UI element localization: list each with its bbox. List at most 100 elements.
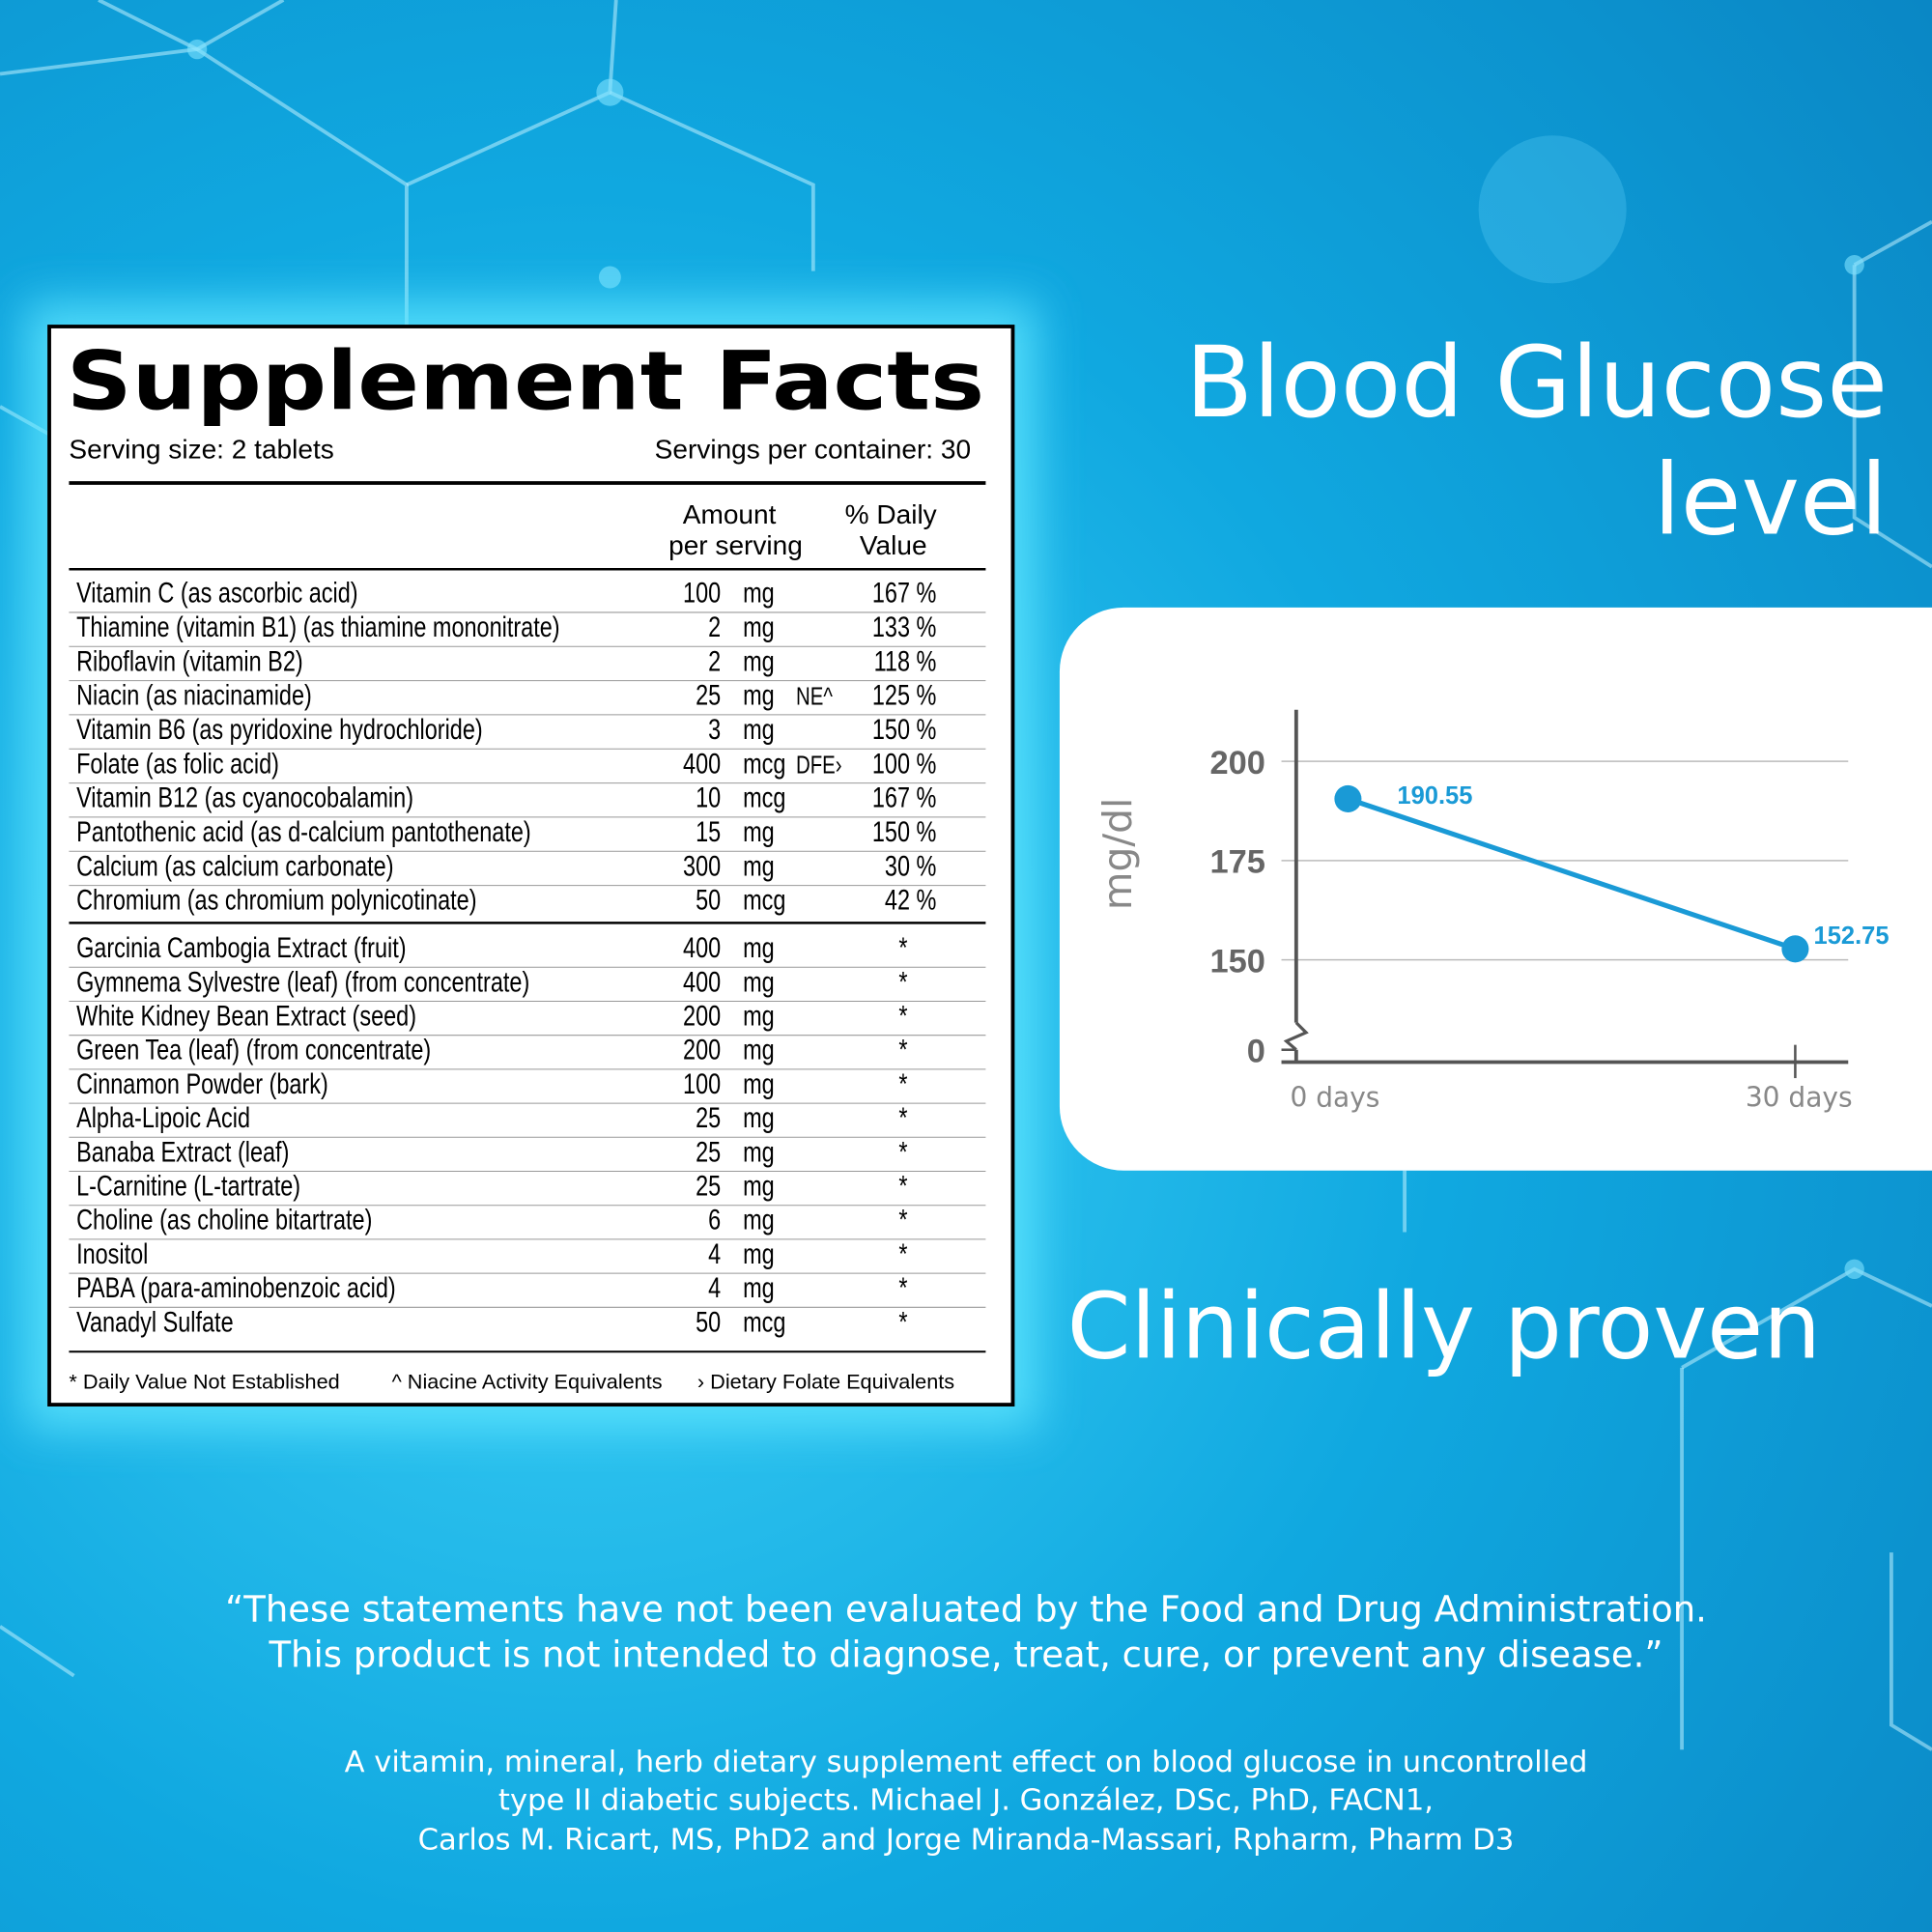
bokeh: [1478, 135, 1627, 284]
daily-value: 118 %: [874, 645, 937, 677]
unit: mg: [743, 932, 775, 964]
daily-value: 167 %: [872, 781, 937, 813]
rows-condensed: Vitamin C (as ascorbic acid) 100 mg 167 % Th…: [76, 577, 936, 1338]
daily-value: *: [898, 1170, 907, 1202]
ingredient-name: PABA (para-aminobenzoic acid): [76, 1272, 396, 1304]
headline: level: [1653, 442, 1888, 557]
amount-header: per serving: [668, 530, 803, 560]
amount: 50: [696, 1306, 721, 1338]
y-axis-label: mg/dl: [1094, 798, 1141, 911]
unit: mg: [743, 1170, 775, 1202]
amount: 4: [708, 1237, 721, 1269]
unit: mg: [743, 1136, 775, 1168]
amount: 25: [696, 1136, 721, 1168]
daily-value: *: [898, 1306, 907, 1338]
amount: 2: [708, 611, 721, 643]
daily-value: 42 %: [885, 884, 936, 916]
unit: mcg: [743, 748, 785, 780]
daily-value: *: [898, 1272, 907, 1304]
daily-value: 125 %: [872, 679, 937, 711]
ingredient-name: L-Carnitine (L-tartrate): [76, 1170, 300, 1202]
unit: mg: [743, 1204, 775, 1236]
amount: 100: [683, 577, 721, 609]
unit: mg: [743, 1000, 775, 1032]
unit: mg: [743, 645, 775, 677]
x-tick-label: 30 days: [1746, 1081, 1853, 1113]
ingredient-name: Vitamin B12 (as cyanocobalamin): [76, 781, 413, 813]
chart: 0 150 175 200 0 days 30 days mg/dl 190.55 152.75: [1094, 709, 1889, 1113]
unit: mg: [743, 816, 775, 848]
ingredient-name: Inositol: [76, 1237, 148, 1269]
daily-value: *: [898, 1102, 907, 1134]
unit-note: NE^: [796, 683, 833, 711]
amount: 25: [696, 679, 721, 711]
unit: mg: [743, 1102, 775, 1134]
ingredient-name: Green Tea (leaf) (from concentrate): [76, 1034, 431, 1065]
data-point: [1781, 935, 1809, 963]
facts-title: Supplement Facts: [67, 333, 984, 428]
amount: 25: [696, 1170, 721, 1202]
ingredient-name: Niacin (as niacinamide): [76, 679, 312, 711]
footnote: ^ Niacine Activity Equivalents: [392, 1369, 663, 1393]
headline: Blood Glucose: [1185, 326, 1888, 440]
servings-per-container: Servings per container: 30: [655, 434, 971, 464]
citation: type II diabetic subjects. Michael J. Go…: [498, 1784, 1434, 1818]
unit: mcg: [743, 781, 785, 813]
dv-header: Value: [860, 530, 927, 560]
amount: 6: [708, 1204, 721, 1236]
amount: 100: [683, 1067, 721, 1099]
footnote: › Dietary Folate Equivalents: [697, 1369, 954, 1393]
unit: mcg: [743, 1306, 785, 1338]
ingredient-name: Gymnema Sylvestre (leaf) (from concentra…: [76, 966, 529, 998]
daily-value: *: [898, 1136, 907, 1168]
ingredient-name: Cinnamon Powder (bark): [76, 1067, 328, 1099]
amount: 400: [683, 966, 721, 998]
amount: 4: [708, 1272, 721, 1304]
ingredient-name: Choline (as choline bitartrate): [76, 1204, 372, 1236]
ingredient-name: Alpha-Lipoic Acid: [76, 1102, 250, 1134]
footnote: * Daily Value Not Established: [69, 1369, 339, 1393]
x-tick-label: 0 days: [1290, 1081, 1379, 1113]
daily-value: *: [898, 1067, 907, 1099]
unit: mg: [743, 577, 775, 609]
unit: mg: [743, 679, 775, 711]
daily-value: 30 %: [885, 850, 936, 882]
amount: 300: [683, 850, 721, 882]
amount: 50: [696, 884, 721, 916]
dv-header: % Daily: [845, 499, 937, 529]
ingredient-name: White Kidney Bean Extract (seed): [76, 1000, 416, 1032]
unit: mg: [743, 611, 775, 643]
daily-value: 133 %: [872, 611, 937, 643]
amount: 400: [683, 748, 721, 780]
daily-value: 100 %: [872, 748, 937, 780]
amount-header: Amount: [683, 499, 777, 529]
ingredient-name: Garcinia Cambogia Extract (fruit): [76, 932, 406, 964]
data-label: 152.75: [1814, 923, 1889, 950]
ingredient-name: Vitamin C (as ascorbic acid): [76, 577, 358, 609]
amount: 400: [683, 932, 721, 964]
unit-note: DFE›: [796, 751, 842, 779]
disclaimer: “These statements have not been evaluate…: [225, 1589, 1707, 1631]
ingredient-name: Vanadyl Sulfate: [76, 1306, 234, 1338]
amount: 10: [696, 781, 721, 813]
ingredient-name: Chromium (as chromium polynicotinate): [76, 884, 476, 916]
amount: 200: [683, 1034, 721, 1065]
unit: mg: [743, 850, 775, 882]
daily-value: *: [898, 966, 907, 998]
disclaimer: This product is not intended to diagnose…: [268, 1634, 1662, 1676]
daily-value: *: [898, 932, 907, 964]
data-point: [1334, 784, 1362, 812]
unit: mg: [743, 1034, 775, 1065]
unit: mg: [743, 1272, 775, 1304]
citation: A vitamin, mineral, herb dietary supplem…: [345, 1746, 1588, 1779]
y-tick-label: 150: [1210, 943, 1265, 980]
axis-break: [1283, 1021, 1309, 1051]
unit: mg: [743, 966, 775, 998]
y-tick-label: 0: [1247, 1033, 1265, 1069]
hexagon-nodes: [186, 39, 1864, 1279]
amount: 3: [708, 714, 721, 746]
amount: 200: [683, 1000, 721, 1032]
ingredient-name: Riboflavin (vitamin B2): [76, 645, 303, 677]
